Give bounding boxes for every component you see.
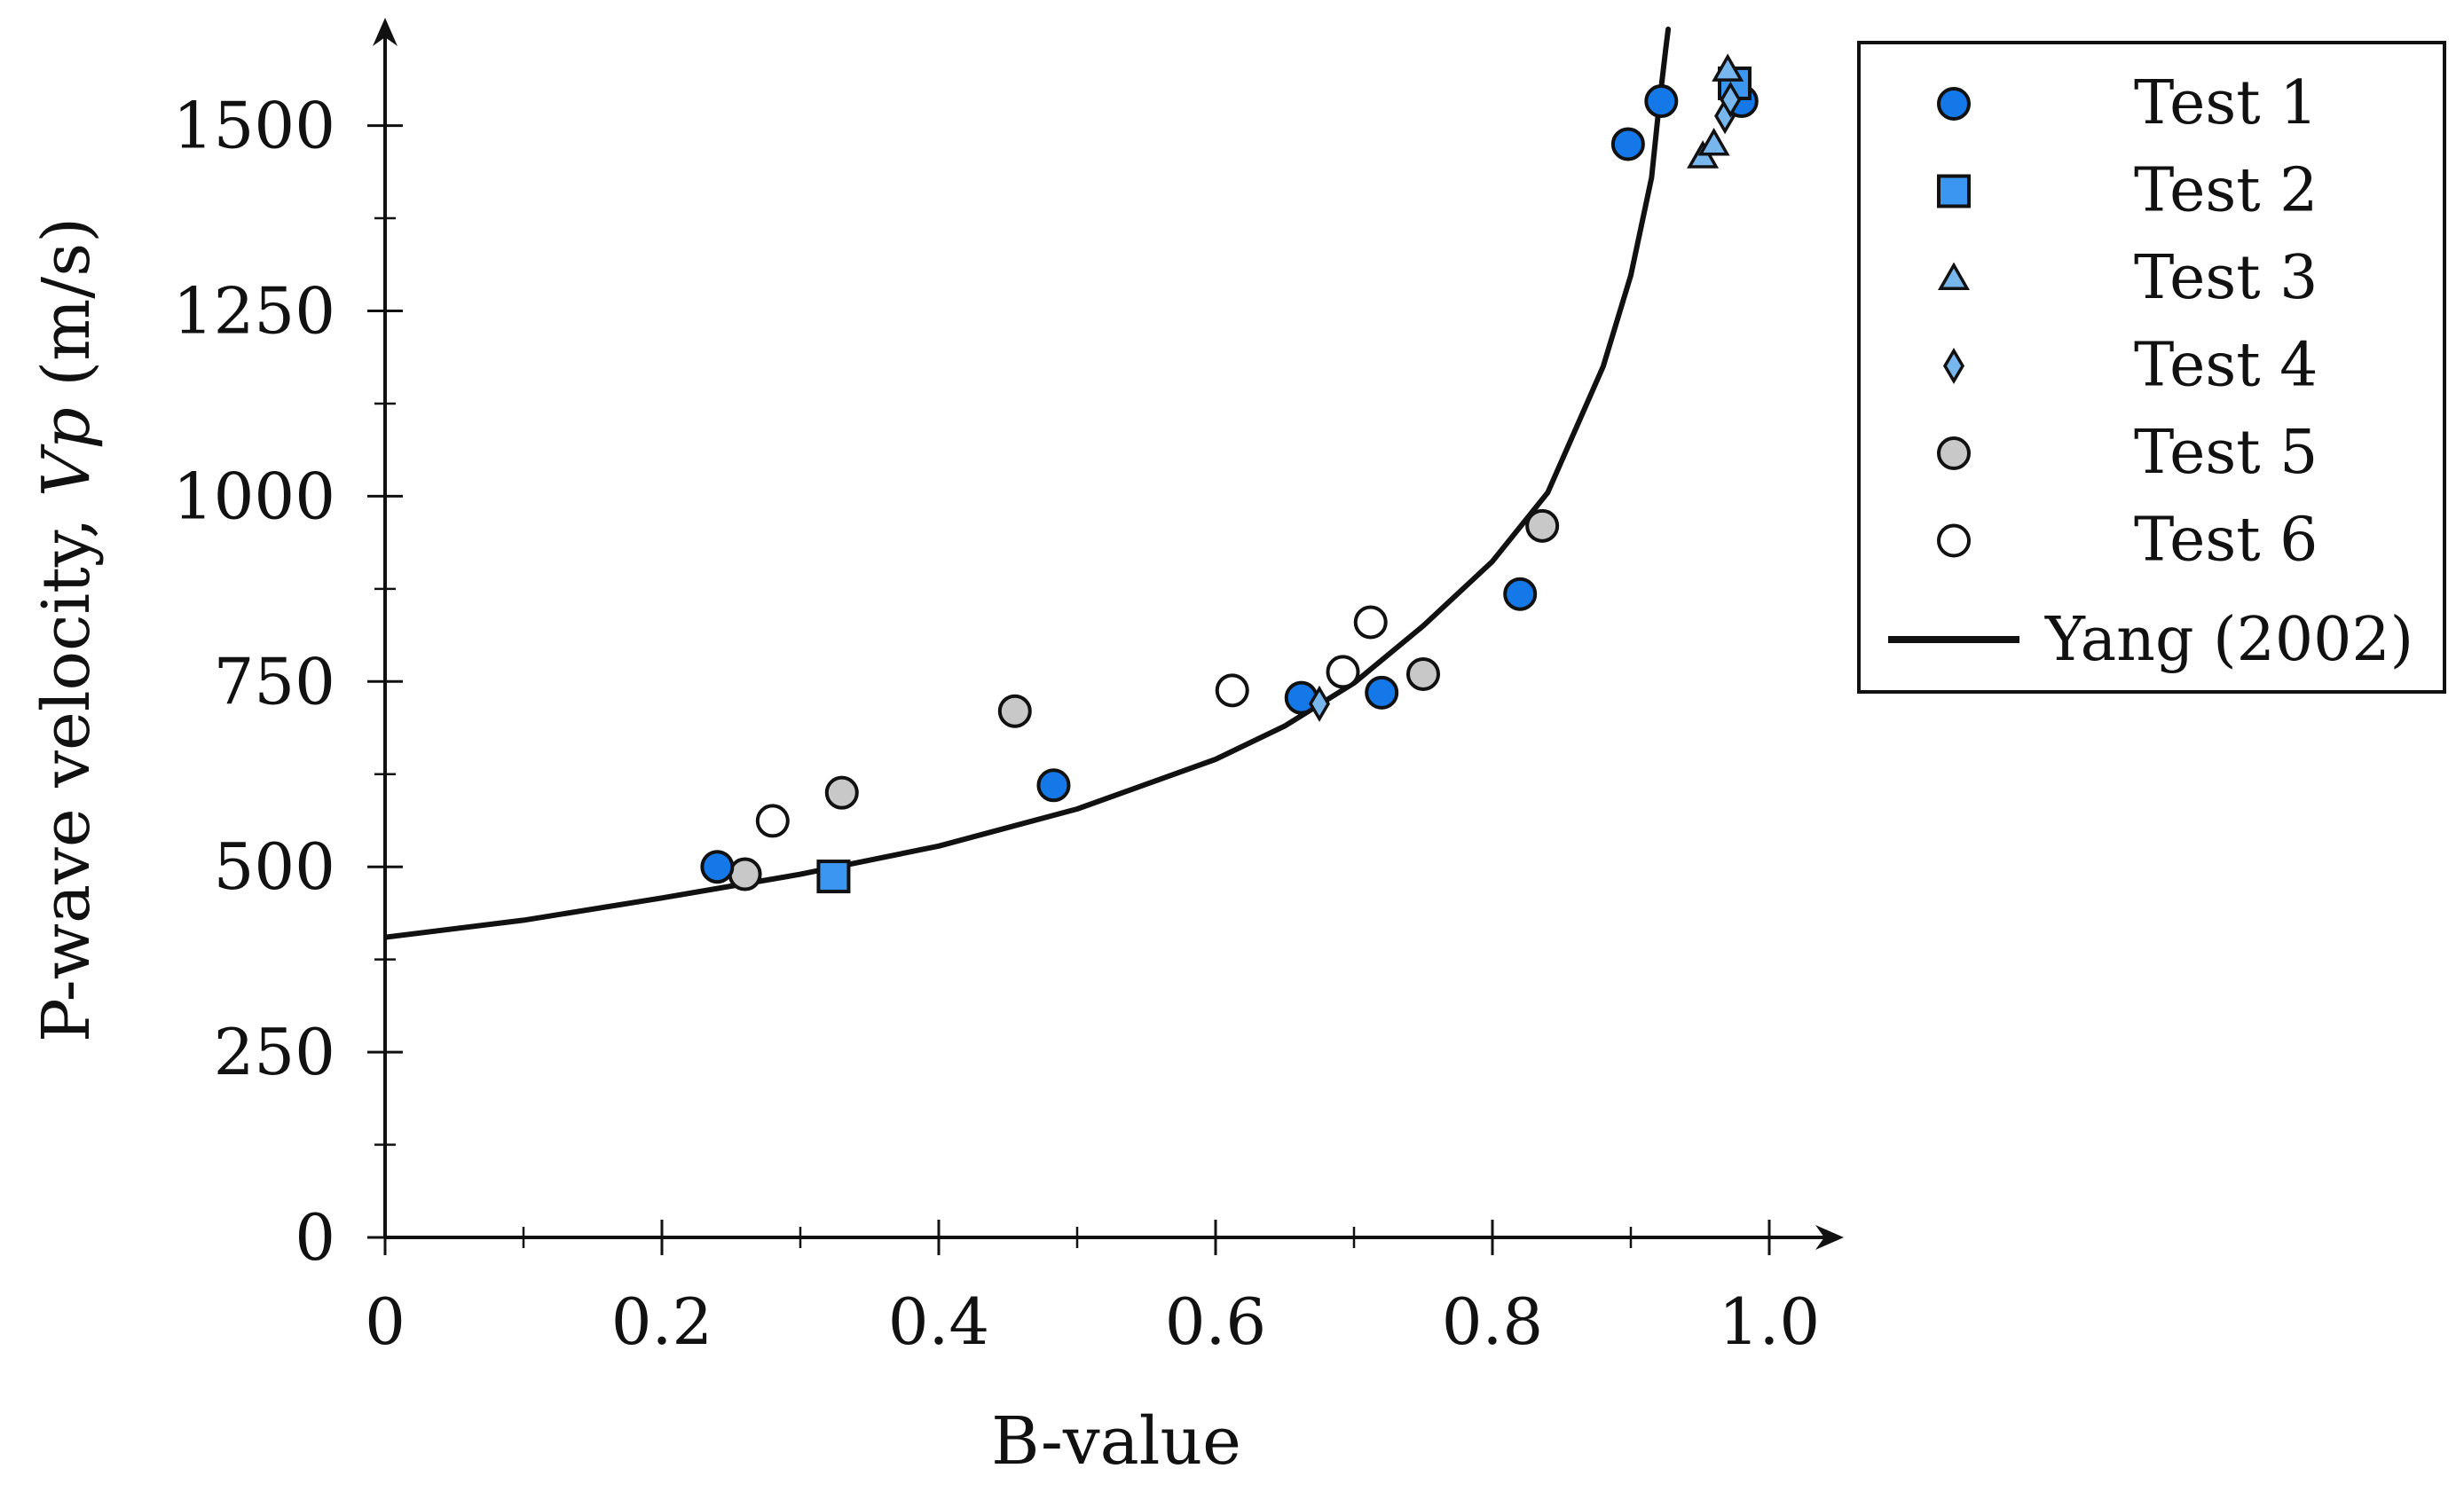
legend-label-test-1: Test 1 <box>2134 68 2318 138</box>
y-tick-label: 1000 <box>173 459 335 533</box>
legend-label-test-3: Test 3 <box>2134 243 2318 313</box>
data-point-test-6 <box>1326 655 1360 689</box>
data-point-test-5 <box>824 775 859 810</box>
data-point-test-6 <box>755 804 790 838</box>
x-tick-label: 0.2 <box>611 1284 713 1359</box>
data-point-test-1 <box>700 850 735 884</box>
data-point-test-5 <box>1525 508 1560 543</box>
data-point-test-4 <box>1720 81 1742 118</box>
y-tick-label: 500 <box>214 829 335 904</box>
x-tick-label: 0.4 <box>888 1284 990 1359</box>
y-axis-title-unit: (m/s) <box>28 217 105 407</box>
y-axis-arrow-icon <box>373 18 398 46</box>
y-tick-label: 250 <box>214 1015 335 1089</box>
legend-swatch-test-5 <box>1937 436 1971 470</box>
y-tick-label: 1500 <box>173 89 335 163</box>
legend-swatch-test-3 <box>1937 262 1971 290</box>
x-tick-label: 0.6 <box>1165 1284 1267 1359</box>
data-point-test-5 <box>1406 656 1440 691</box>
data-point-test-3 <box>1697 127 1730 156</box>
y-axis-title-variable: Vp <box>28 407 105 497</box>
data-point-test-6 <box>1353 605 1388 640</box>
legend-swatch-test-1 <box>1937 87 1971 121</box>
legend-label-test-5: Test 5 <box>2134 418 2318 488</box>
x-axis-title: B-value <box>991 1403 1241 1480</box>
data-point-test-3 <box>1712 53 1744 82</box>
data-point-test-1 <box>1644 84 1679 119</box>
y-axis-title-prefix: P-wave velocity, <box>28 497 105 1042</box>
x-tick-label: 0 <box>365 1284 405 1359</box>
data-point-test-4 <box>1308 685 1331 722</box>
data-point-test-1 <box>1365 675 1399 710</box>
x-tick-label: 1.0 <box>1719 1284 1821 1359</box>
y-axis-title: P-wave velocity, Vp (m/s) <box>28 217 105 1042</box>
legend-label-test-2: Test 2 <box>2134 156 2318 226</box>
legend-swatch-test-4 <box>1942 348 1965 384</box>
y-tick-label: 1250 <box>173 274 335 349</box>
series-line-yang-2002 <box>385 27 1672 940</box>
x-axis-arrow-icon <box>1815 1225 1844 1250</box>
legend-label-test-4: Test 4 <box>2134 331 2318 401</box>
data-point-test-1 <box>1610 127 1645 161</box>
legend-label-test-6: Test 6 <box>2134 506 2318 576</box>
data-point-test-2 <box>816 860 851 894</box>
data-point-test-1 <box>1503 577 1538 611</box>
y-tick-label: 750 <box>214 644 335 719</box>
legend-swatch-test-2 <box>1937 174 1971 208</box>
data-point-test-1 <box>1036 768 1071 803</box>
data-point-test-5 <box>997 694 1032 728</box>
data-point-test-5 <box>728 857 762 891</box>
legend-swatch-test-6 <box>1937 523 1971 558</box>
x-tick-label: 0.8 <box>1442 1284 1544 1359</box>
y-tick-label: 0 <box>295 1200 335 1275</box>
legend-label-yang-2002-: Yang (2002) <box>2044 605 2413 675</box>
data-point-test-6 <box>1215 673 1249 708</box>
